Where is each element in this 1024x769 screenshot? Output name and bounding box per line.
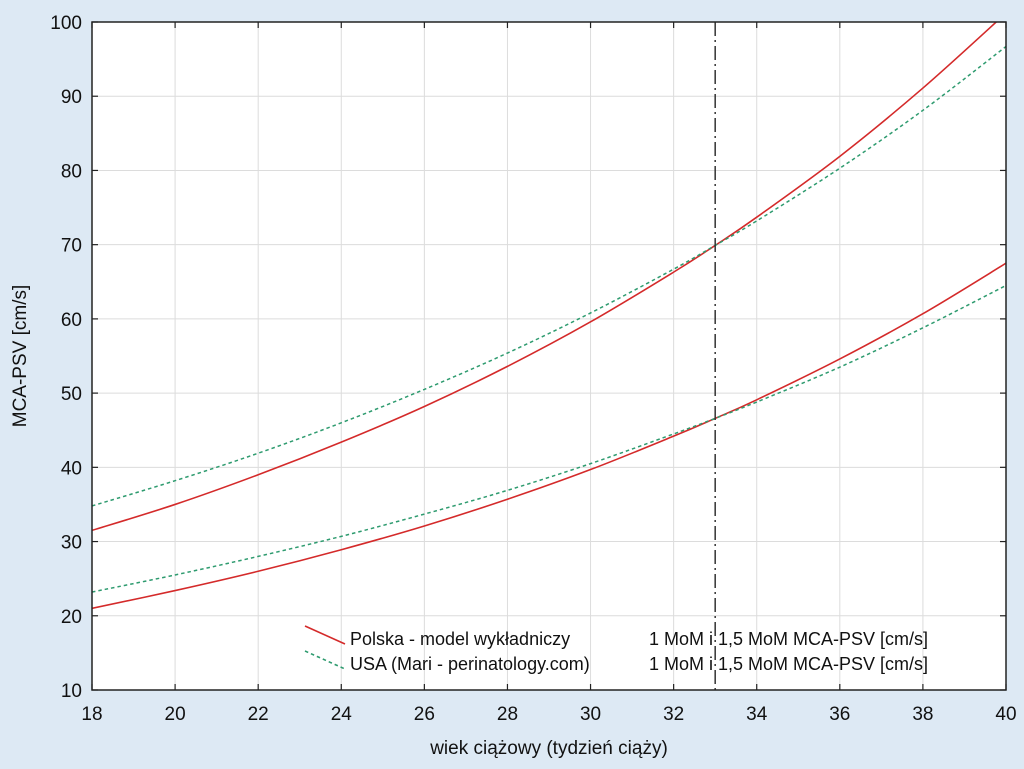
x-tick-label: 22 [248,704,269,725]
y-tick-label: 70 [61,236,82,257]
x-tick-label: 26 [414,704,435,725]
x-tick-label: 40 [995,704,1016,725]
series-layer [92,22,1006,610]
plot-area [92,22,1006,690]
plot-frame [91,21,1007,691]
series-line-0-1 [92,22,998,532]
x-tick-label: 34 [746,704,768,725]
y-tick-label: 60 [61,310,82,331]
y-tick-label: 100 [50,13,82,34]
x-axis-title: wiek ciążowy (tydzień ciąży) [429,738,668,759]
grid [92,22,1006,690]
x-tick-label: 24 [331,704,353,725]
y-tick-label: 50 [61,384,82,405]
x-tick-label: 30 [580,704,601,725]
y-tick-label: 30 [61,533,82,554]
legend: Polska - model wykładniczy 1 MoM i 1,5 Mo… [304,625,928,674]
legend-suffix-0: 1 MoM i 1,5 MoM MCA-PSV [cm/s] [649,629,928,649]
y-tick-label: 80 [61,161,82,182]
x-tick-label: 32 [663,704,684,725]
y-axis-title: MCA-PSV [cm/s] [10,285,31,428]
legend-swatch-1 [304,650,346,670]
y-tick-label: 90 [61,87,82,108]
legend-label-1: USA (Mari - perinatology.com) [350,654,590,674]
y-tick-label: 20 [61,607,82,628]
x-tick-label: 36 [829,704,850,725]
legend-label-0: Polska - model wykładniczy [350,629,570,649]
y-tick-label: 40 [61,458,82,479]
x-tick-label: 20 [165,704,186,725]
x-tick-label: 38 [912,704,933,725]
series-line-1-1 [92,45,1006,507]
x-tick-label: 28 [497,704,518,725]
y-tick-label: 10 [61,681,82,702]
series-line-0-0 [92,262,1006,610]
x-tick-label: 18 [81,704,102,725]
series-line-1-0 [92,284,1006,593]
ticks: 18 20 22 24 26 28 30 32 34 36 38 40 10 20 30 40 50 60 70 80… [50,13,1016,725]
legend-swatch-0 [304,625,346,645]
legend-suffix-1: 1 MoM i 1,5 MoM MCA-PSV [cm/s] [649,654,928,674]
